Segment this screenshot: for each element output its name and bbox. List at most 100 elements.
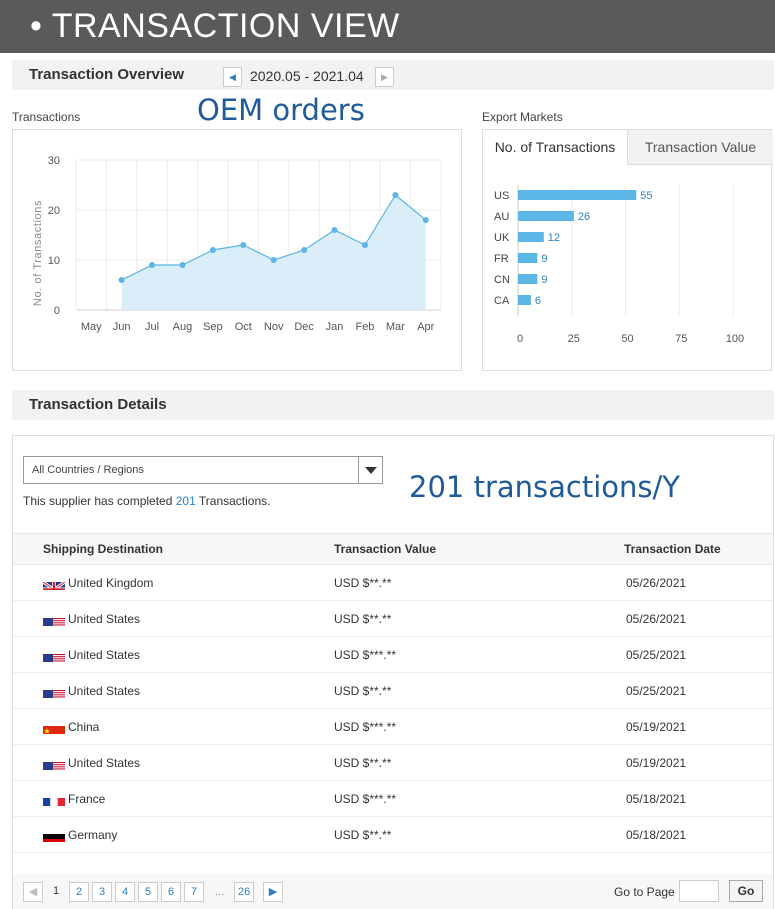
date-cell: 05/26/2021 <box>626 612 687 626</box>
supplier-summary: This supplier has completed 201 Transact… <box>23 494 270 508</box>
data-point <box>301 247 308 253</box>
date-cell: 05/25/2021 <box>626 684 687 698</box>
destination-cell: United Kingdom <box>43 565 153 601</box>
country-filter-value: All Countries / Regions <box>32 464 144 476</box>
date-cell: 05/26/2021 <box>626 576 687 590</box>
caret-down-icon <box>365 467 377 474</box>
bar <box>518 253 538 263</box>
period-next-button[interactable]: ▶ <box>375 67 394 87</box>
destination-cell: United States <box>43 745 140 781</box>
transactions-label: Transactions <box>12 110 81 124</box>
bar <box>518 190 637 200</box>
table-header: Shipping Destination Transaction Value T… <box>13 533 773 565</box>
country-name: Germany <box>68 828 118 842</box>
table-row: United States USD $***.** 05/25/2021 <box>13 637 773 673</box>
x-tick-label: Aug <box>173 321 193 333</box>
de-flag-icon <box>43 827 65 843</box>
supplier-summary-prefix: This supplier has completed <box>23 494 176 508</box>
y-tick-label: 10 <box>48 255 60 267</box>
chevron-left-icon: ◀ <box>28 886 38 898</box>
data-point <box>118 277 125 283</box>
x-tick-label: Jan <box>326 321 344 333</box>
x-tick-label: May <box>81 321 102 333</box>
data-point <box>209 247 216 253</box>
details-title: Transaction Details <box>29 396 167 413</box>
bar <box>518 274 538 284</box>
date-cell: 05/18/2021 <box>626 792 687 806</box>
us-flag-icon <box>43 611 65 627</box>
uk-flag-icon <box>43 575 65 591</box>
value-cell: USD $**.** <box>334 828 392 842</box>
goto-page-input[interactable] <box>679 880 719 902</box>
page-button-2[interactable]: 2 <box>69 882 89 902</box>
destination-cell: France <box>43 781 105 817</box>
date-cell: 05/18/2021 <box>626 828 687 842</box>
x-tick-label: Feb <box>355 321 374 333</box>
x-tick-label: Oct <box>235 321 252 333</box>
category-label: UK <box>494 232 510 244</box>
chevron-left-icon: ◀ <box>229 72 236 82</box>
x-tick-label: Nov <box>264 321 284 333</box>
country-name: France <box>68 792 106 806</box>
category-label: CN <box>494 274 510 286</box>
x-tick-label: Jun <box>113 321 131 333</box>
page-button-last[interactable]: 26 <box>234 882 255 902</box>
area-fill <box>121 195 426 310</box>
supplier-summary-suffix: Transactions. <box>195 494 271 508</box>
period-label: 2020.05 - 2021.04 <box>250 68 364 84</box>
category-label: AU <box>494 211 509 223</box>
pagination-ellipsis: ... <box>215 886 225 898</box>
category-label: CA <box>494 295 510 307</box>
data-point <box>361 242 368 248</box>
page-button-6[interactable]: 6 <box>161 882 181 902</box>
oem-orders-annotation: OEM orders <box>197 93 365 127</box>
country-name: United States <box>68 756 141 770</box>
page-button-3[interactable]: 3 <box>92 882 112 902</box>
page-button-5[interactable]: 5 <box>138 882 158 902</box>
bar-value-label: 26 <box>578 211 590 223</box>
bar <box>518 211 574 221</box>
tab-transaction-value[interactable]: Transaction Value <box>628 130 773 165</box>
country-name: China <box>68 720 100 734</box>
y-axis-label: No. of Transactions <box>32 200 44 306</box>
page-button-4[interactable]: 4 <box>115 882 135 902</box>
export-markets-label: Export Markets <box>482 110 563 124</box>
period-prev-button[interactable]: ◀ <box>223 67 242 87</box>
value-cell: USD $**.** <box>334 612 392 626</box>
cn-flag-icon <box>43 719 65 735</box>
date-cell: 05/25/2021 <box>626 648 687 662</box>
x-tick-label: Dec <box>294 321 314 333</box>
destination-cell: China <box>43 709 99 745</box>
value-cell: USD $***.** <box>334 720 397 734</box>
next-page-button[interactable]: ▶ <box>263 882 283 902</box>
value-cell: USD $**.** <box>334 756 392 770</box>
destination-cell: United States <box>43 601 140 637</box>
table-row: Germany USD $**.** 05/18/2021 <box>13 817 773 853</box>
country-filter-select[interactable]: All Countries / Regions <box>23 456 383 484</box>
us-flag-icon <box>43 647 65 663</box>
x-tick-label: 50 <box>621 333 633 345</box>
dropdown-toggle[interactable] <box>358 457 382 483</box>
value-cell: USD $**.** <box>334 576 392 590</box>
chevron-right-icon: ▶ <box>268 886 278 898</box>
page-button-7[interactable]: 7 <box>184 882 204 902</box>
pagination-bar: ◀ 1 2 3 4 5 6 7... 26 ▶ Go to Page Go <box>13 874 773 909</box>
x-tick-label: Apr <box>417 321 434 333</box>
date-cell: 05/19/2021 <box>626 720 687 734</box>
page-button-1[interactable]: 1 <box>52 885 60 897</box>
date-cell: 05/19/2021 <box>626 756 687 770</box>
country-name: United Kingdom <box>68 576 154 590</box>
details-panel: All Countries / Regions This supplier ha… <box>12 435 774 909</box>
table-row: China USD $***.** 05/19/2021 <box>13 709 773 745</box>
data-point <box>331 227 338 233</box>
data-point <box>240 242 247 248</box>
x-tick-label: 25 <box>568 333 580 345</box>
go-button[interactable]: Go <box>729 880 763 902</box>
export-markets-panel: No. of Transactions Transaction Value 0 2… <box>482 129 773 371</box>
tab-no-of-transactions[interactable]: No. of Transactions <box>483 130 628 165</box>
table-row: United States USD $**.** 05/26/2021 <box>13 601 773 637</box>
export-markets-bar-chart: 0 25 50 75 100 US 55 AU 26 UK 12 FR 9 CN 9 CA 6 <box>494 185 744 345</box>
country-name: United States <box>68 648 141 662</box>
y-tick-label: 20 <box>48 205 60 217</box>
prev-page-button[interactable]: ◀ <box>23 882 43 902</box>
